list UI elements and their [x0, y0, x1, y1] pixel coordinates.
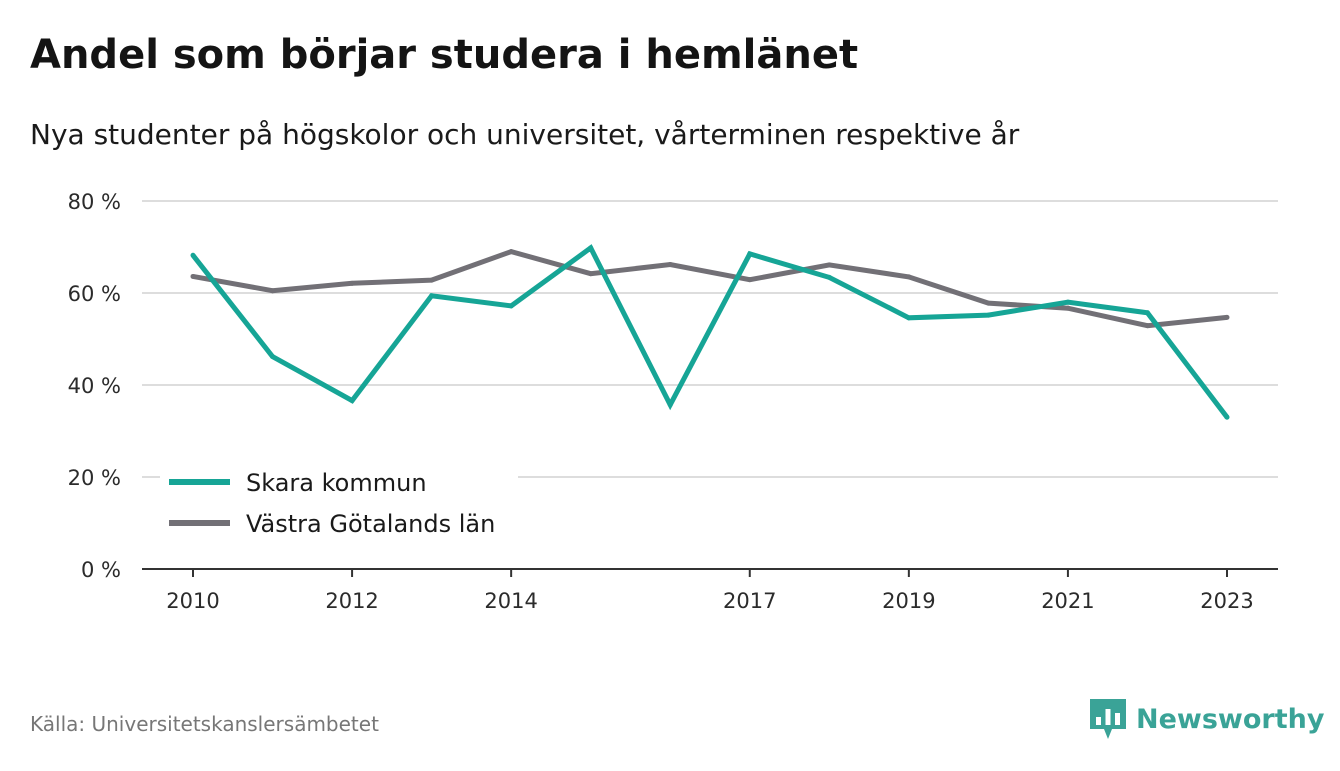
data-point — [429, 293, 435, 299]
grid-layer — [142, 200, 1278, 478]
series-layer — [190, 244, 1230, 420]
data-point — [190, 252, 196, 258]
data-point — [667, 261, 673, 267]
data-point — [588, 245, 594, 251]
y-tick-label: 40 % — [68, 374, 121, 398]
legend: Skara kommun Västra Götalands län — [160, 460, 518, 552]
data-point — [747, 251, 753, 257]
data-point — [190, 273, 196, 279]
data-point — [1144, 323, 1150, 329]
x-tick-label: 2019 — [882, 589, 935, 613]
data-point — [349, 280, 355, 286]
line-chart: 0 % 20 % 40 % 60 % 80 % 2010 2012 2014 2017 2019 2… — [68, 190, 1278, 613]
chart-subtitle: Nya studenter på högskolor och universit… — [30, 118, 1020, 151]
data-point — [1144, 310, 1150, 316]
data-point — [985, 300, 991, 306]
data-point — [667, 402, 673, 408]
y-tick-label: 20 % — [68, 466, 121, 490]
x-tick-label: 2023 — [1200, 589, 1253, 613]
data-point — [1224, 414, 1230, 420]
legend-label: Skara kommun — [246, 469, 427, 497]
newsworthy-logo-icon — [1090, 699, 1126, 739]
x-tick-label: 2010 — [166, 589, 219, 613]
y-tick-label: 60 % — [68, 282, 121, 306]
x-tick-label: 2017 — [723, 589, 776, 613]
data-point — [588, 271, 594, 277]
data-point — [1065, 299, 1071, 305]
x-tick-label: 2021 — [1041, 589, 1094, 613]
data-point — [270, 288, 276, 294]
series-line-vastra-gotalands-lan — [192, 248, 1228, 329]
data-point — [1224, 314, 1230, 320]
y-tick-label: 80 % — [68, 190, 121, 214]
data-point — [985, 312, 991, 318]
axis-layer: 0 % 20 % 40 % 60 % 80 % 2010 2012 2014 2017 2019 2… — [68, 190, 1278, 613]
data-point — [906, 315, 912, 321]
legend-background — [160, 460, 518, 552]
source-note: Källa: Universitetskanslersämbetet — [30, 712, 379, 736]
data-point — [747, 277, 753, 283]
data-point — [906, 274, 912, 280]
data-point — [826, 262, 832, 268]
brand-name: Newsworthy — [1136, 703, 1325, 735]
data-point — [1065, 305, 1071, 311]
data-point — [508, 303, 514, 309]
legend-label: Västra Götalands län — [246, 510, 495, 538]
data-point — [429, 277, 435, 283]
series-line-skara-kommun — [191, 244, 1229, 419]
x-tick-label: 2012 — [325, 589, 378, 613]
data-point — [349, 398, 355, 404]
x-tick-label: 2014 — [484, 589, 537, 613]
brand-logo: Newsworthy — [1088, 697, 1324, 741]
data-point — [270, 353, 276, 359]
chart-title: Andel som börjar studera i hemlänet — [30, 32, 859, 78]
data-point — [508, 249, 514, 255]
data-point — [826, 274, 832, 280]
y-tick-label: 0 % — [81, 558, 121, 582]
